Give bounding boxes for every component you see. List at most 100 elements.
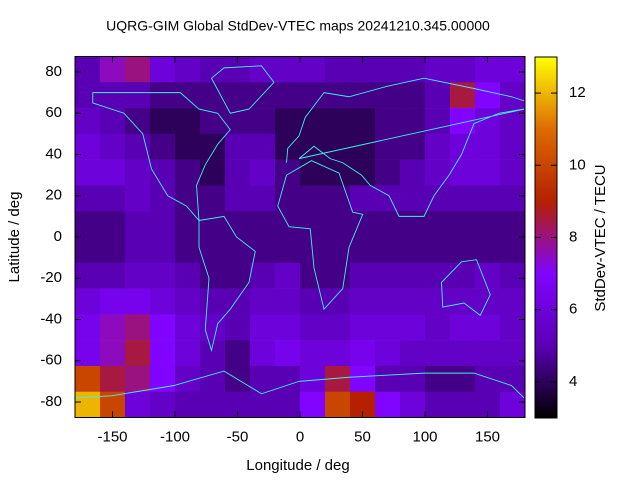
heatmap-cell bbox=[450, 211, 476, 238]
heatmap-cell bbox=[400, 314, 426, 341]
heatmap-cell bbox=[175, 288, 201, 315]
colorbar-tick-label: 4 bbox=[569, 373, 577, 390]
heatmap-cell bbox=[225, 314, 251, 341]
heatmap-cell bbox=[450, 159, 476, 186]
heatmap-cell bbox=[475, 288, 501, 315]
heatmap-cell bbox=[400, 288, 426, 315]
heatmap-cell bbox=[275, 237, 301, 264]
heatmap-cell bbox=[100, 159, 126, 186]
heatmap-cell bbox=[100, 288, 126, 315]
heatmap-cell bbox=[125, 56, 151, 83]
heatmap-cell bbox=[325, 56, 351, 83]
heatmap-cell bbox=[325, 237, 351, 264]
heatmap-cell bbox=[225, 159, 251, 186]
heatmap-cell bbox=[425, 365, 451, 393]
heatmap-cell bbox=[300, 159, 326, 186]
heatmap-cell bbox=[475, 159, 501, 186]
heatmap-cell bbox=[375, 365, 401, 393]
heatmap-cell bbox=[175, 211, 201, 238]
coastline bbox=[93, 93, 231, 221]
heatmap-cell bbox=[375, 159, 401, 186]
heatmap-cell bbox=[450, 340, 476, 367]
heatmap-cell bbox=[300, 262, 326, 289]
heatmap-cell bbox=[175, 314, 201, 341]
heatmap-cell bbox=[400, 133, 426, 160]
heatmap-cell bbox=[250, 108, 276, 135]
heatmap-cell bbox=[500, 56, 526, 83]
y-tick-label: -60 bbox=[40, 352, 62, 369]
coastline bbox=[212, 66, 275, 113]
heatmap-cell bbox=[375, 340, 401, 367]
heatmap-cell bbox=[250, 340, 276, 367]
heatmap-cell bbox=[75, 237, 101, 264]
heatmap-cell bbox=[400, 391, 426, 418]
heatmap-cell bbox=[300, 185, 326, 212]
heatmap-cell bbox=[125, 211, 151, 238]
heatmap-cell bbox=[375, 237, 401, 264]
y-tick-label: 80 bbox=[45, 63, 62, 80]
y-tick-label: 60 bbox=[45, 104, 62, 121]
heatmap-cell bbox=[275, 108, 301, 135]
heatmap-cell bbox=[375, 314, 401, 341]
heatmap-cell bbox=[125, 365, 151, 393]
heatmap-cell bbox=[75, 288, 101, 315]
heatmap-cell bbox=[500, 288, 526, 315]
heatmap-cell bbox=[375, 391, 401, 418]
colorbar-tick-label: 12 bbox=[569, 84, 586, 101]
heatmap-cell bbox=[275, 314, 301, 341]
heatmap-cell bbox=[175, 56, 201, 83]
heatmap-cell bbox=[500, 340, 526, 367]
heatmap-cell bbox=[450, 133, 476, 160]
heatmap-cell bbox=[400, 159, 426, 186]
heatmap-cell bbox=[175, 108, 201, 135]
heatmap-cell bbox=[325, 133, 351, 160]
heatmap-cell bbox=[200, 262, 226, 289]
heatmap-cell bbox=[350, 237, 376, 264]
heatmap-cell bbox=[275, 391, 301, 418]
heatmap-cell bbox=[300, 82, 326, 109]
heatmap-cell bbox=[425, 159, 451, 186]
coastlines bbox=[74, 66, 524, 398]
heatmap-cell bbox=[450, 237, 476, 264]
heatmap-cell bbox=[275, 159, 301, 186]
heatmap-cell bbox=[150, 288, 176, 315]
heatmap-cell bbox=[250, 391, 276, 418]
heatmap-cell bbox=[400, 340, 426, 367]
heatmap-cell bbox=[425, 185, 451, 212]
heatmap-cell bbox=[125, 185, 151, 212]
heatmap-cell bbox=[125, 314, 151, 341]
heatmap-cell bbox=[325, 185, 351, 212]
colorbar-tick-label: 6 bbox=[569, 301, 577, 318]
heatmap-cell bbox=[250, 159, 276, 186]
heatmap-cell bbox=[375, 262, 401, 289]
heatmap-cell bbox=[125, 262, 151, 289]
heatmap-cell bbox=[225, 108, 251, 135]
heatmap-cell bbox=[200, 133, 226, 160]
heatmap-cell bbox=[200, 82, 226, 109]
heatmap-cell bbox=[300, 314, 326, 341]
heatmap-cell bbox=[325, 314, 351, 341]
heatmap bbox=[75, 56, 526, 418]
heatmap-cell bbox=[200, 288, 226, 315]
heatmap-cell bbox=[350, 365, 376, 393]
heatmap-cell bbox=[450, 56, 476, 83]
heatmap-cell bbox=[250, 314, 276, 341]
heatmap-cell bbox=[300, 211, 326, 238]
chart-title: UQRG-GIM Global StdDev-VTEC maps 2024121… bbox=[106, 18, 490, 34]
heatmap-cell bbox=[100, 82, 126, 109]
heatmap-cell bbox=[75, 185, 101, 212]
heatmap-cell bbox=[325, 108, 351, 135]
heatmap-cell bbox=[275, 133, 301, 160]
heatmap-cell bbox=[125, 159, 151, 186]
heatmap-cell bbox=[75, 211, 101, 238]
heatmap-cell bbox=[200, 185, 226, 212]
coastline bbox=[74, 371, 524, 398]
y-tick-label: 20 bbox=[45, 187, 62, 204]
heatmap-cell bbox=[175, 237, 201, 264]
heatmap-cell bbox=[500, 133, 526, 160]
heatmap-cell bbox=[425, 56, 451, 83]
heatmap-cell bbox=[100, 340, 126, 367]
heatmap-cell bbox=[475, 211, 501, 238]
heatmap-cell bbox=[475, 365, 501, 393]
